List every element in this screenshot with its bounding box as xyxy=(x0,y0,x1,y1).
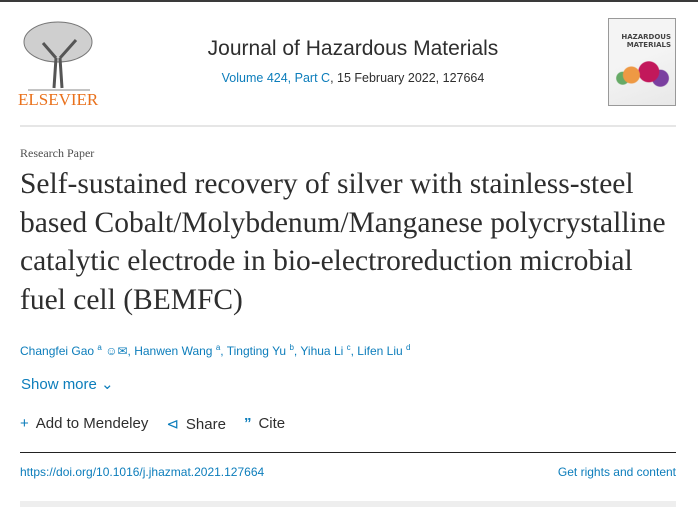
author-link[interactable]: Yihua Li c xyxy=(300,343,351,358)
author-link[interactable]: Lifen Liu d xyxy=(357,343,411,358)
cover-title: HAZARDOUS MATERIALS xyxy=(621,33,671,49)
quote-icon: ” xyxy=(243,415,252,432)
article-type: Research Paper xyxy=(20,146,95,160)
volume-link[interactable]: Volume 424, Part C xyxy=(221,71,331,85)
share-icon: ⊲ xyxy=(166,416,179,433)
show-more-button[interactable]: Show more ⌄ xyxy=(21,376,114,393)
issue-details: , 15 February 2022, 127664 xyxy=(330,71,485,85)
share-button[interactable]: ⊲ Share xyxy=(166,416,226,433)
plus-icon: + xyxy=(20,415,29,432)
journal-issue-info: Volume 424, Part C, 15 February 2022, 12… xyxy=(0,71,698,85)
divider xyxy=(20,452,676,453)
journal-cover[interactable]: HAZARDOUS MATERIALS xyxy=(608,18,676,106)
email-icon[interactable]: ✉ xyxy=(117,344,128,358)
article-actions: + Add to Mendeley ⊲ Share ” Cite xyxy=(20,415,285,433)
divider xyxy=(20,501,676,507)
author-link[interactable]: Tingting Yu b xyxy=(226,343,294,358)
divider xyxy=(20,125,676,127)
article-title: Self-sustained recovery of silver with s… xyxy=(20,168,666,316)
rights-link[interactable]: Get rights and content xyxy=(557,465,676,479)
person-icon[interactable]: ☺ xyxy=(105,344,118,358)
doi-link[interactable]: https://doi.org/10.1016/j.jhazmat.2021.1… xyxy=(20,465,265,479)
cite-button[interactable]: ” Cite xyxy=(243,415,286,432)
cover-art xyxy=(614,59,672,91)
elsevier-tree-logo[interactable] xyxy=(18,18,100,108)
elsevier-wordmark: ELSEVIER xyxy=(18,90,99,109)
top-bar xyxy=(0,0,698,2)
author-link[interactable]: Changfei Gao a xyxy=(20,343,102,358)
author-list: Changfei Gao a ☺✉, Hanwen Wang a, Tingti… xyxy=(20,343,411,358)
author-link[interactable]: Hanwen Wang a xyxy=(134,343,221,358)
journal-title[interactable]: Journal of Hazardous Materials xyxy=(207,37,499,60)
chevron-down-icon: ⌄ xyxy=(101,376,114,393)
add-to-mendeley-button[interactable]: + Add to Mendeley xyxy=(20,415,149,432)
